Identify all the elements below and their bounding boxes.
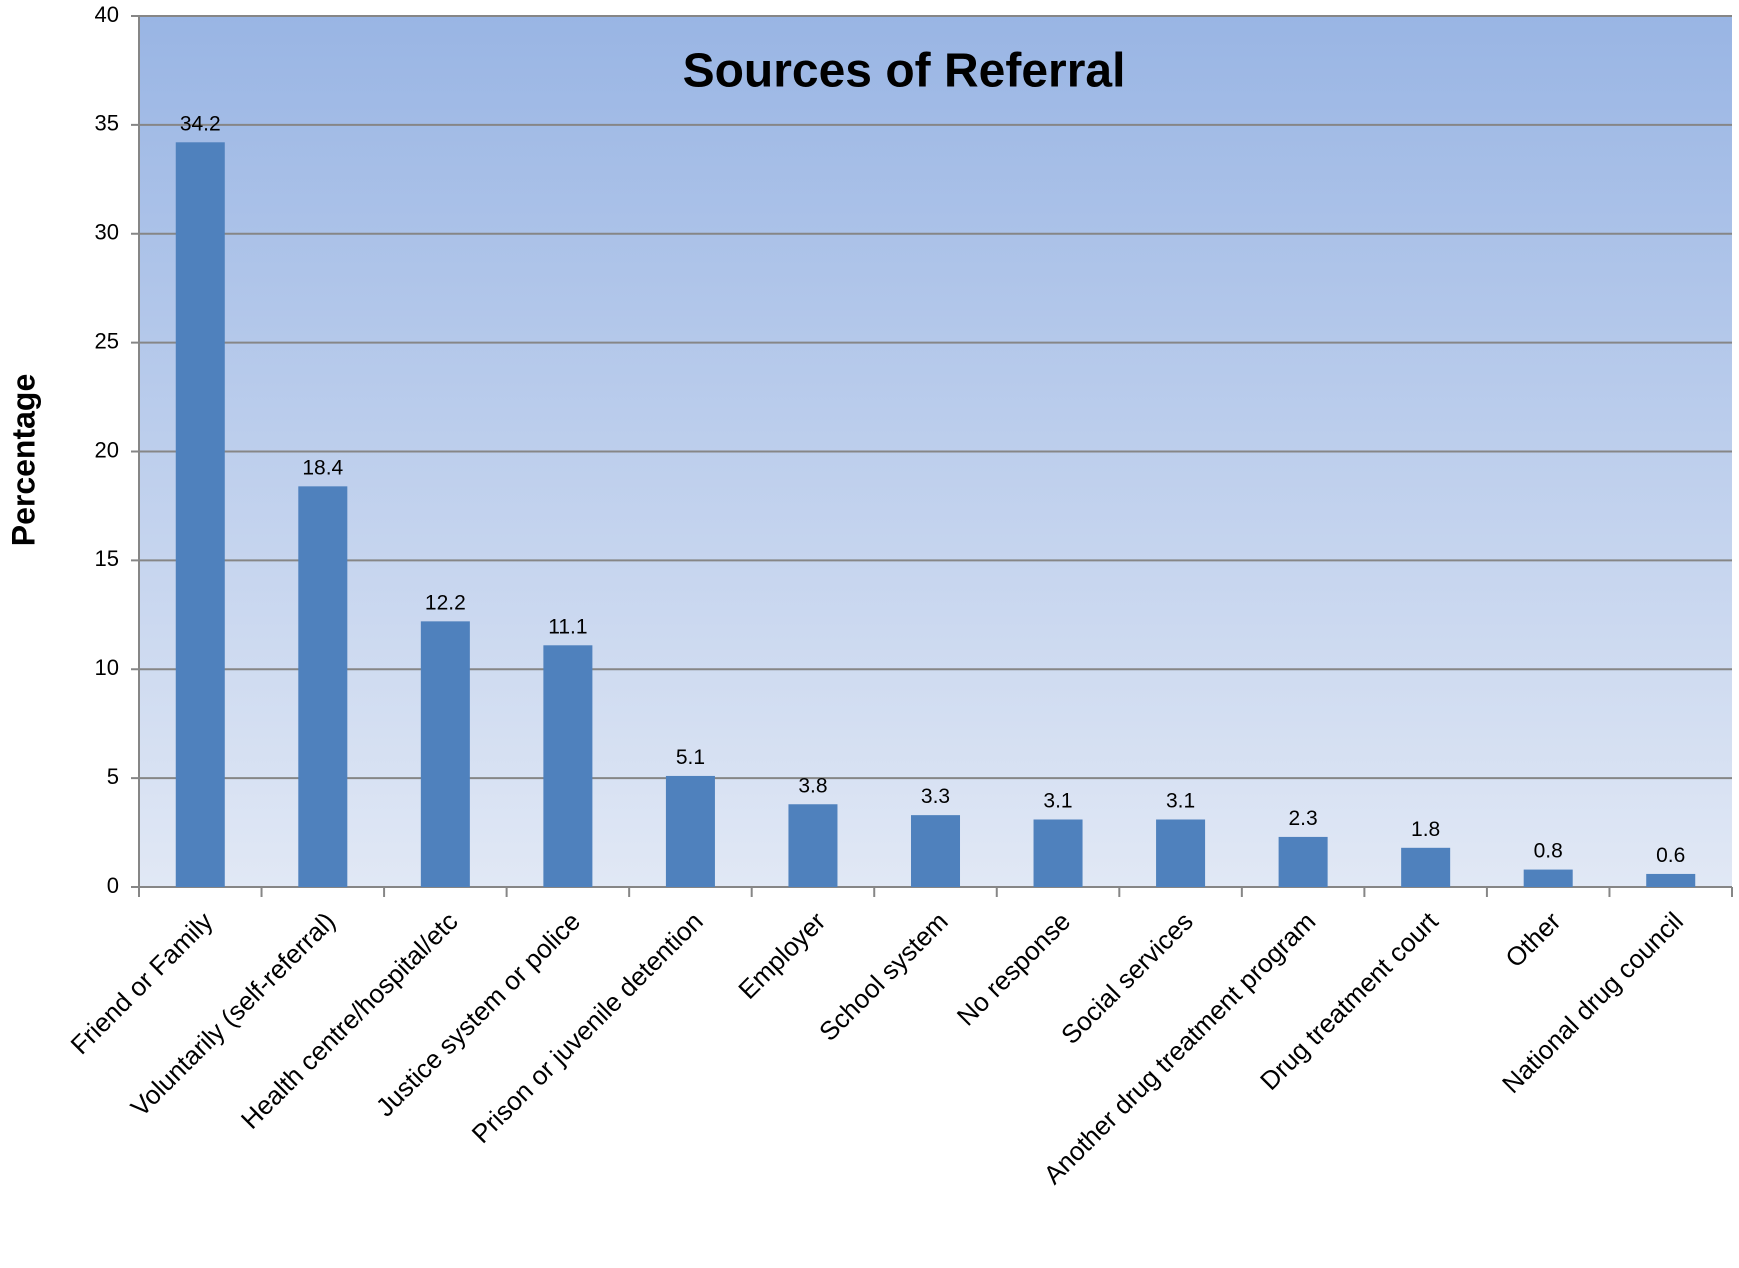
x-tick-label: School system — [813, 906, 954, 1047]
bar — [298, 486, 348, 887]
y-tick-label: 25 — [95, 328, 119, 353]
x-tick-label: Another drug treatment program — [1038, 906, 1322, 1190]
y-tick-label: 30 — [95, 220, 119, 245]
bar — [1033, 819, 1083, 887]
value-label: 3.1 — [1166, 789, 1195, 812]
bar — [543, 645, 593, 887]
y-tick-label: 10 — [95, 655, 119, 680]
y-tick-label: 0 — [107, 873, 119, 898]
y-tick-label: 20 — [95, 437, 119, 462]
value-label: 11.1 — [548, 615, 587, 638]
value-label: 3.3 — [921, 785, 950, 808]
bar — [910, 815, 961, 887]
y-tick-label: 5 — [107, 764, 119, 789]
y-tick-label: 40 — [95, 2, 119, 27]
y-tick-label: 15 — [95, 546, 119, 571]
bar — [1156, 819, 1206, 887]
bar — [1278, 836, 1328, 887]
chart-title: Sources of Referral — [683, 45, 1126, 98]
y-tick-label: 35 — [95, 111, 119, 136]
bar — [665, 775, 715, 887]
x-tick-label: Employer — [732, 906, 831, 1005]
value-label: 3.8 — [798, 774, 827, 797]
x-tick-label: Justice system or police — [370, 906, 586, 1122]
value-label: 5.1 — [676, 746, 705, 769]
value-label: 18.4 — [302, 456, 343, 479]
value-label: 0.6 — [1656, 844, 1685, 867]
x-tick-label: Prison or juvenile detention — [466, 906, 709, 1149]
value-label: 0.8 — [1534, 840, 1563, 863]
y-axis-label: Percentage — [5, 374, 41, 547]
value-label: 1.8 — [1411, 818, 1440, 841]
value-label: 2.3 — [1289, 807, 1318, 830]
value-label: 34.2 — [180, 112, 221, 135]
x-tick-label: Voluntarily (self-referral) — [125, 906, 341, 1122]
bar — [1523, 869, 1573, 887]
bar — [788, 804, 838, 887]
bar — [420, 621, 470, 887]
bar — [1401, 847, 1451, 887]
x-tick-label: Health centre/hospital/etc — [235, 906, 464, 1135]
x-tick-label: No response — [951, 906, 1076, 1031]
bar — [1646, 873, 1696, 887]
value-label: 12.2 — [425, 591, 466, 614]
bar — [175, 142, 225, 888]
value-label: 3.1 — [1043, 789, 1072, 812]
x-tick-label: Other — [1499, 906, 1566, 973]
